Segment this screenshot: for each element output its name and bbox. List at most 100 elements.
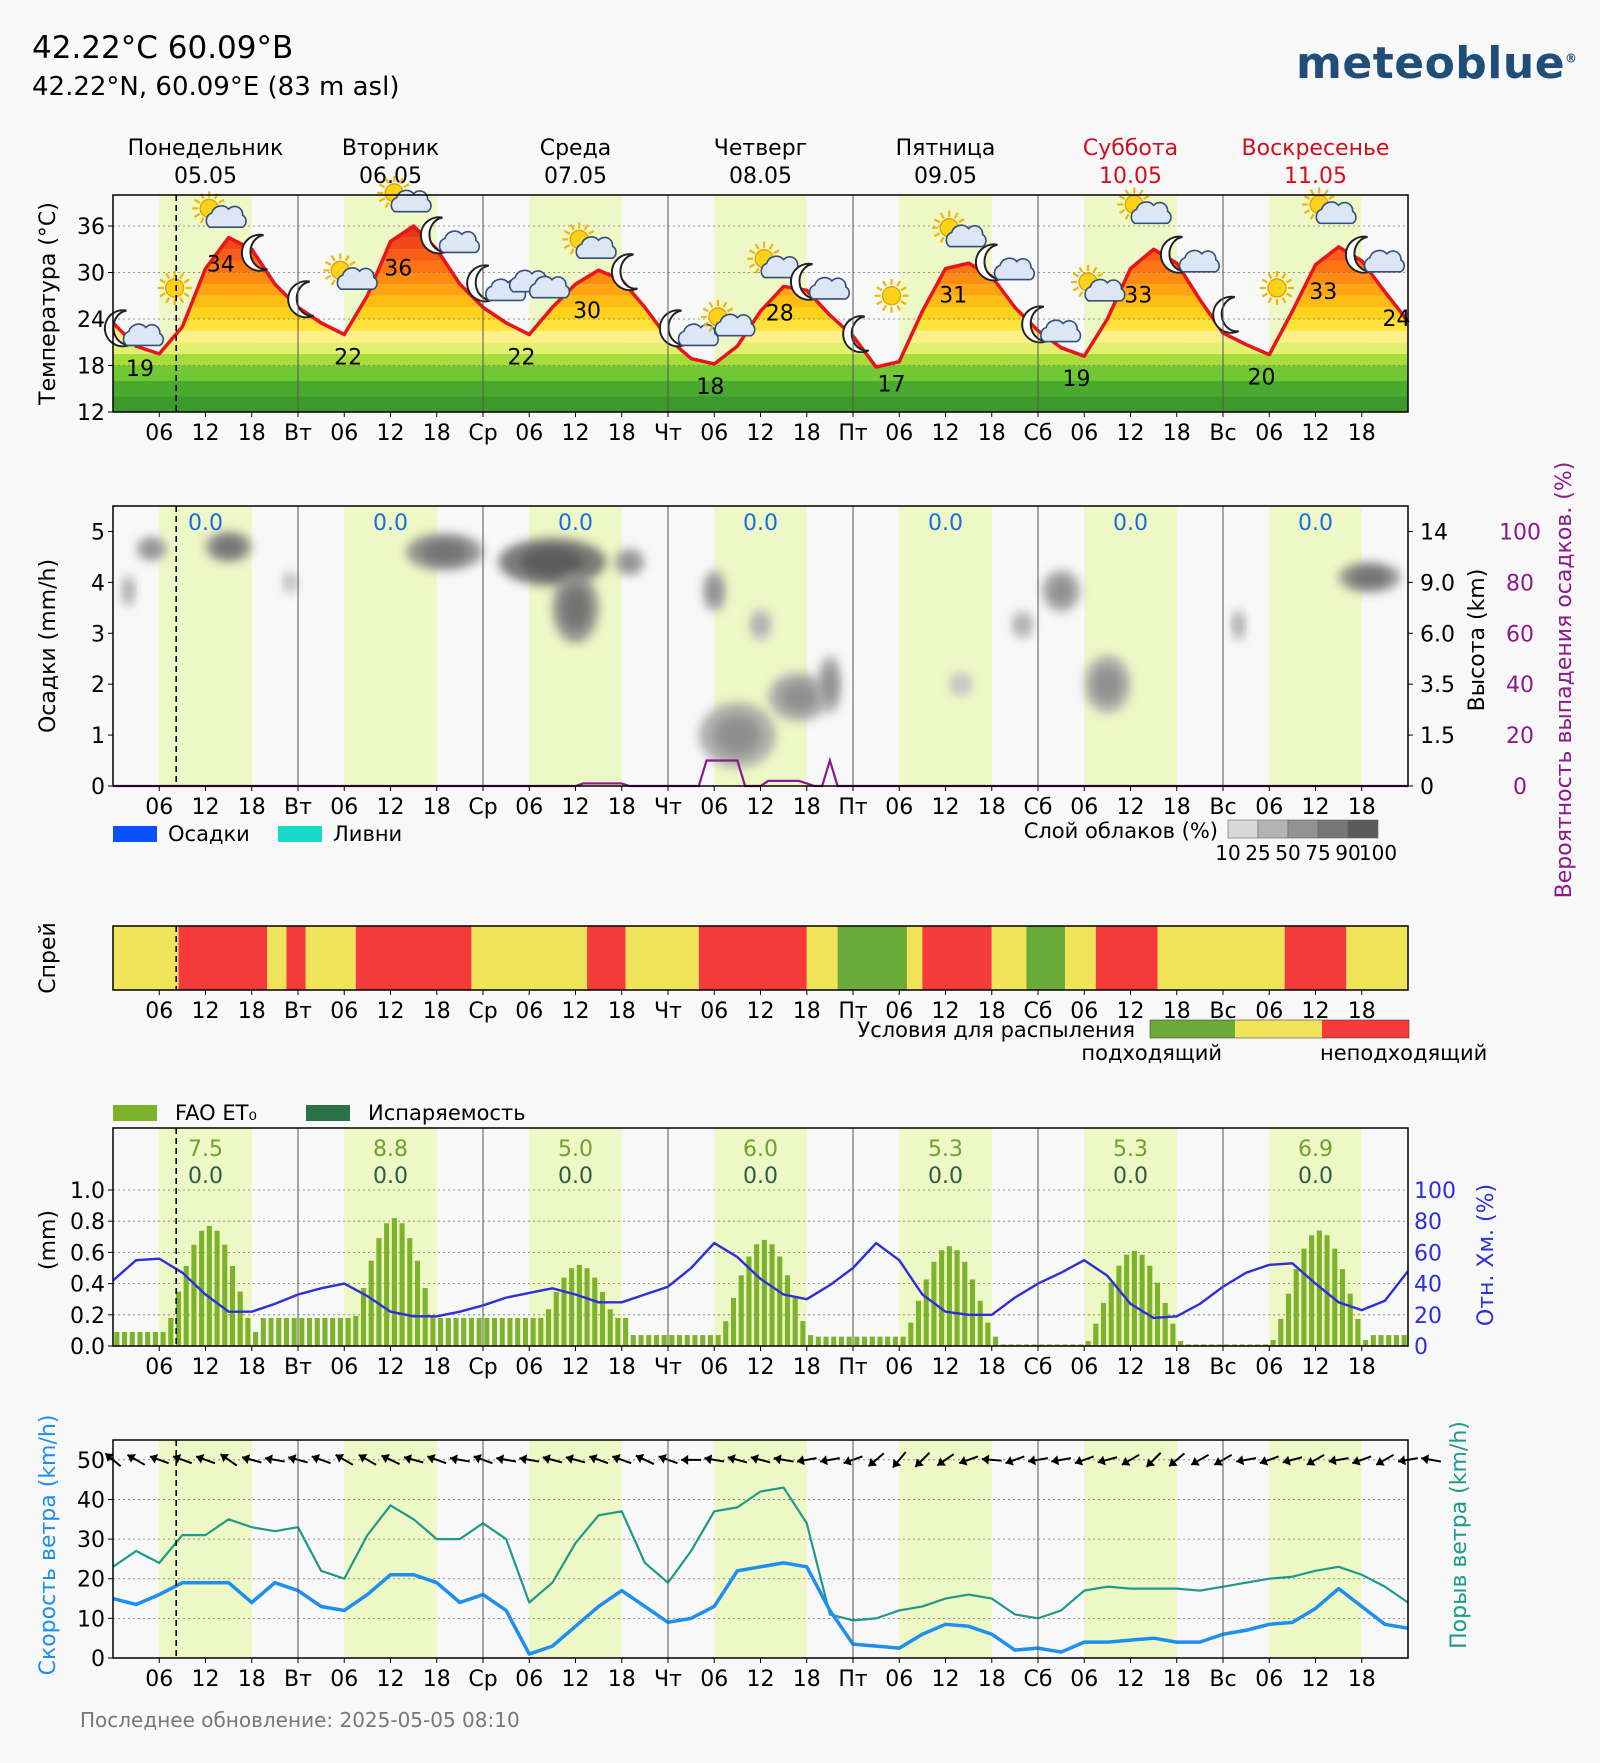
x-tick-label: 06 (1070, 421, 1098, 446)
evapotranspiration-axis-title: (mm) (36, 1210, 61, 1270)
meteoblue-logo[interactable]: meteoblue® (1296, 38, 1578, 89)
sun-ray (378, 197, 386, 203)
wind-arrow (1282, 1455, 1303, 1466)
cloud-shape (438, 230, 480, 254)
et0-bar (846, 1336, 852, 1346)
x-tick-label: 06 (1070, 1667, 1098, 1692)
wind-arrow-head (427, 1454, 436, 1464)
cloud-shape (336, 267, 378, 290)
et0-bar (206, 1225, 212, 1346)
x-tick-label: 12 (747, 421, 775, 446)
wind-arrow (172, 1454, 193, 1465)
et0-bar (684, 1335, 690, 1346)
x-tick-label: 06 (700, 795, 728, 820)
y-tick-label: 3 (91, 622, 105, 647)
probability-tick-label: 80 (1506, 571, 1534, 596)
x-tick-label: 18 (1163, 1667, 1191, 1692)
x-tick-label: Чт (654, 421, 682, 446)
weather-icons (103, 175, 1405, 354)
spray-legend-swatch (1150, 1020, 1237, 1038)
daylight-band (529, 1440, 622, 1658)
et0-bar (1247, 1344, 1253, 1346)
x-tick-label: 12 (377, 421, 405, 446)
humidity-tick-label: 20 (1414, 1304, 1442, 1329)
wind-arrow (1352, 1455, 1372, 1466)
wind-arrow (750, 1454, 771, 1464)
cloud-legend-tick: 10 (1215, 841, 1240, 865)
wind-arrow (1306, 1453, 1325, 1466)
height-tick-label: 14 (1420, 520, 1448, 545)
temperature-band (113, 396, 1408, 412)
et0-bar (1016, 1344, 1022, 1346)
cloud-shape (993, 257, 1035, 281)
sun-ray (748, 263, 756, 269)
humidity-axis-title: Отн. Хм. (%) (1474, 1184, 1499, 1326)
wind-arrow-head (750, 1454, 759, 1464)
humidity-line (112, 1241, 1409, 1320)
temperature-value-label: 33 (1124, 284, 1152, 309)
cloud-legend-tick: 75 (1305, 841, 1330, 865)
et0-bar (877, 1336, 883, 1346)
cloud-layer-core (707, 578, 722, 604)
et0-bar (1062, 1344, 1068, 1346)
x-tick-label: 06 (515, 999, 543, 1024)
et0-bar (831, 1336, 837, 1346)
spray-segment (837, 926, 907, 990)
daily-precip-total: 0.0 (558, 511, 593, 536)
temperature-value-label: 22 (508, 346, 536, 371)
wind-arrow (1168, 1452, 1186, 1468)
et0-bar (985, 1322, 991, 1346)
et0-bar (1386, 1335, 1392, 1346)
humidity-tick-label: 40 (1414, 1273, 1442, 1298)
et0-bar (723, 1321, 729, 1346)
y-tick-label: 24 (77, 308, 105, 333)
x-tick-label: 12 (377, 999, 405, 1024)
wind-arrow-head (403, 1454, 413, 1464)
et0-bar (946, 1246, 952, 1346)
et0-bar (885, 1336, 891, 1346)
wind-arrow-head (1097, 1455, 1106, 1466)
wind-arrow-head (1169, 1457, 1178, 1467)
wind-arrow-head (773, 1454, 782, 1465)
et0-bar (545, 1309, 552, 1346)
wind-arrow-head (658, 1454, 667, 1464)
et0-bar (268, 1317, 274, 1346)
et0-bar (1039, 1344, 1045, 1346)
et0-bar (792, 1297, 798, 1346)
probability-tick-label: 100 (1499, 520, 1541, 545)
x-tick-label: 06 (885, 421, 913, 446)
sun-cloud-icon (1070, 265, 1126, 302)
x-tick-label: 18 (608, 999, 636, 1024)
sun-cloud-icon (1117, 187, 1172, 225)
et0-bar (260, 1317, 266, 1346)
et0-bar (137, 1331, 143, 1346)
et0-bar (1178, 1341, 1184, 1346)
sun-ray (330, 255, 336, 262)
sun-icon (157, 271, 192, 305)
wind-arrow-head (1028, 1455, 1036, 1466)
spray-segment (178, 926, 268, 990)
cloud-layer-core (753, 614, 768, 635)
et0-bar (152, 1331, 158, 1346)
sun-ray (183, 278, 190, 284)
daylight-band (1084, 1128, 1177, 1346)
sun-ray (953, 212, 959, 219)
et0-bar (692, 1335, 698, 1346)
legend-label: FAO ET₀ (175, 1101, 257, 1125)
x-tick-label: 12 (1302, 1667, 1330, 1692)
et0-bar (1031, 1344, 1037, 1346)
et0-bar (530, 1317, 536, 1346)
et0-bar (299, 1317, 305, 1346)
logo-text: meteoblue (1296, 38, 1566, 89)
et0-bar (1185, 1344, 1191, 1346)
wind-arrow (241, 1454, 262, 1464)
x-tick-label: 18 (423, 1667, 451, 1692)
temperature-band (113, 365, 1408, 381)
temperature-axis-title: Температура (°C) (36, 202, 61, 406)
et0-bar (869, 1336, 875, 1346)
x-tick-label: 12 (562, 999, 590, 1024)
legend-swatch (278, 826, 322, 842)
spray-segment (305, 926, 356, 990)
x-tick-label: 12 (377, 1355, 405, 1380)
wind-arrow (727, 1454, 748, 1464)
